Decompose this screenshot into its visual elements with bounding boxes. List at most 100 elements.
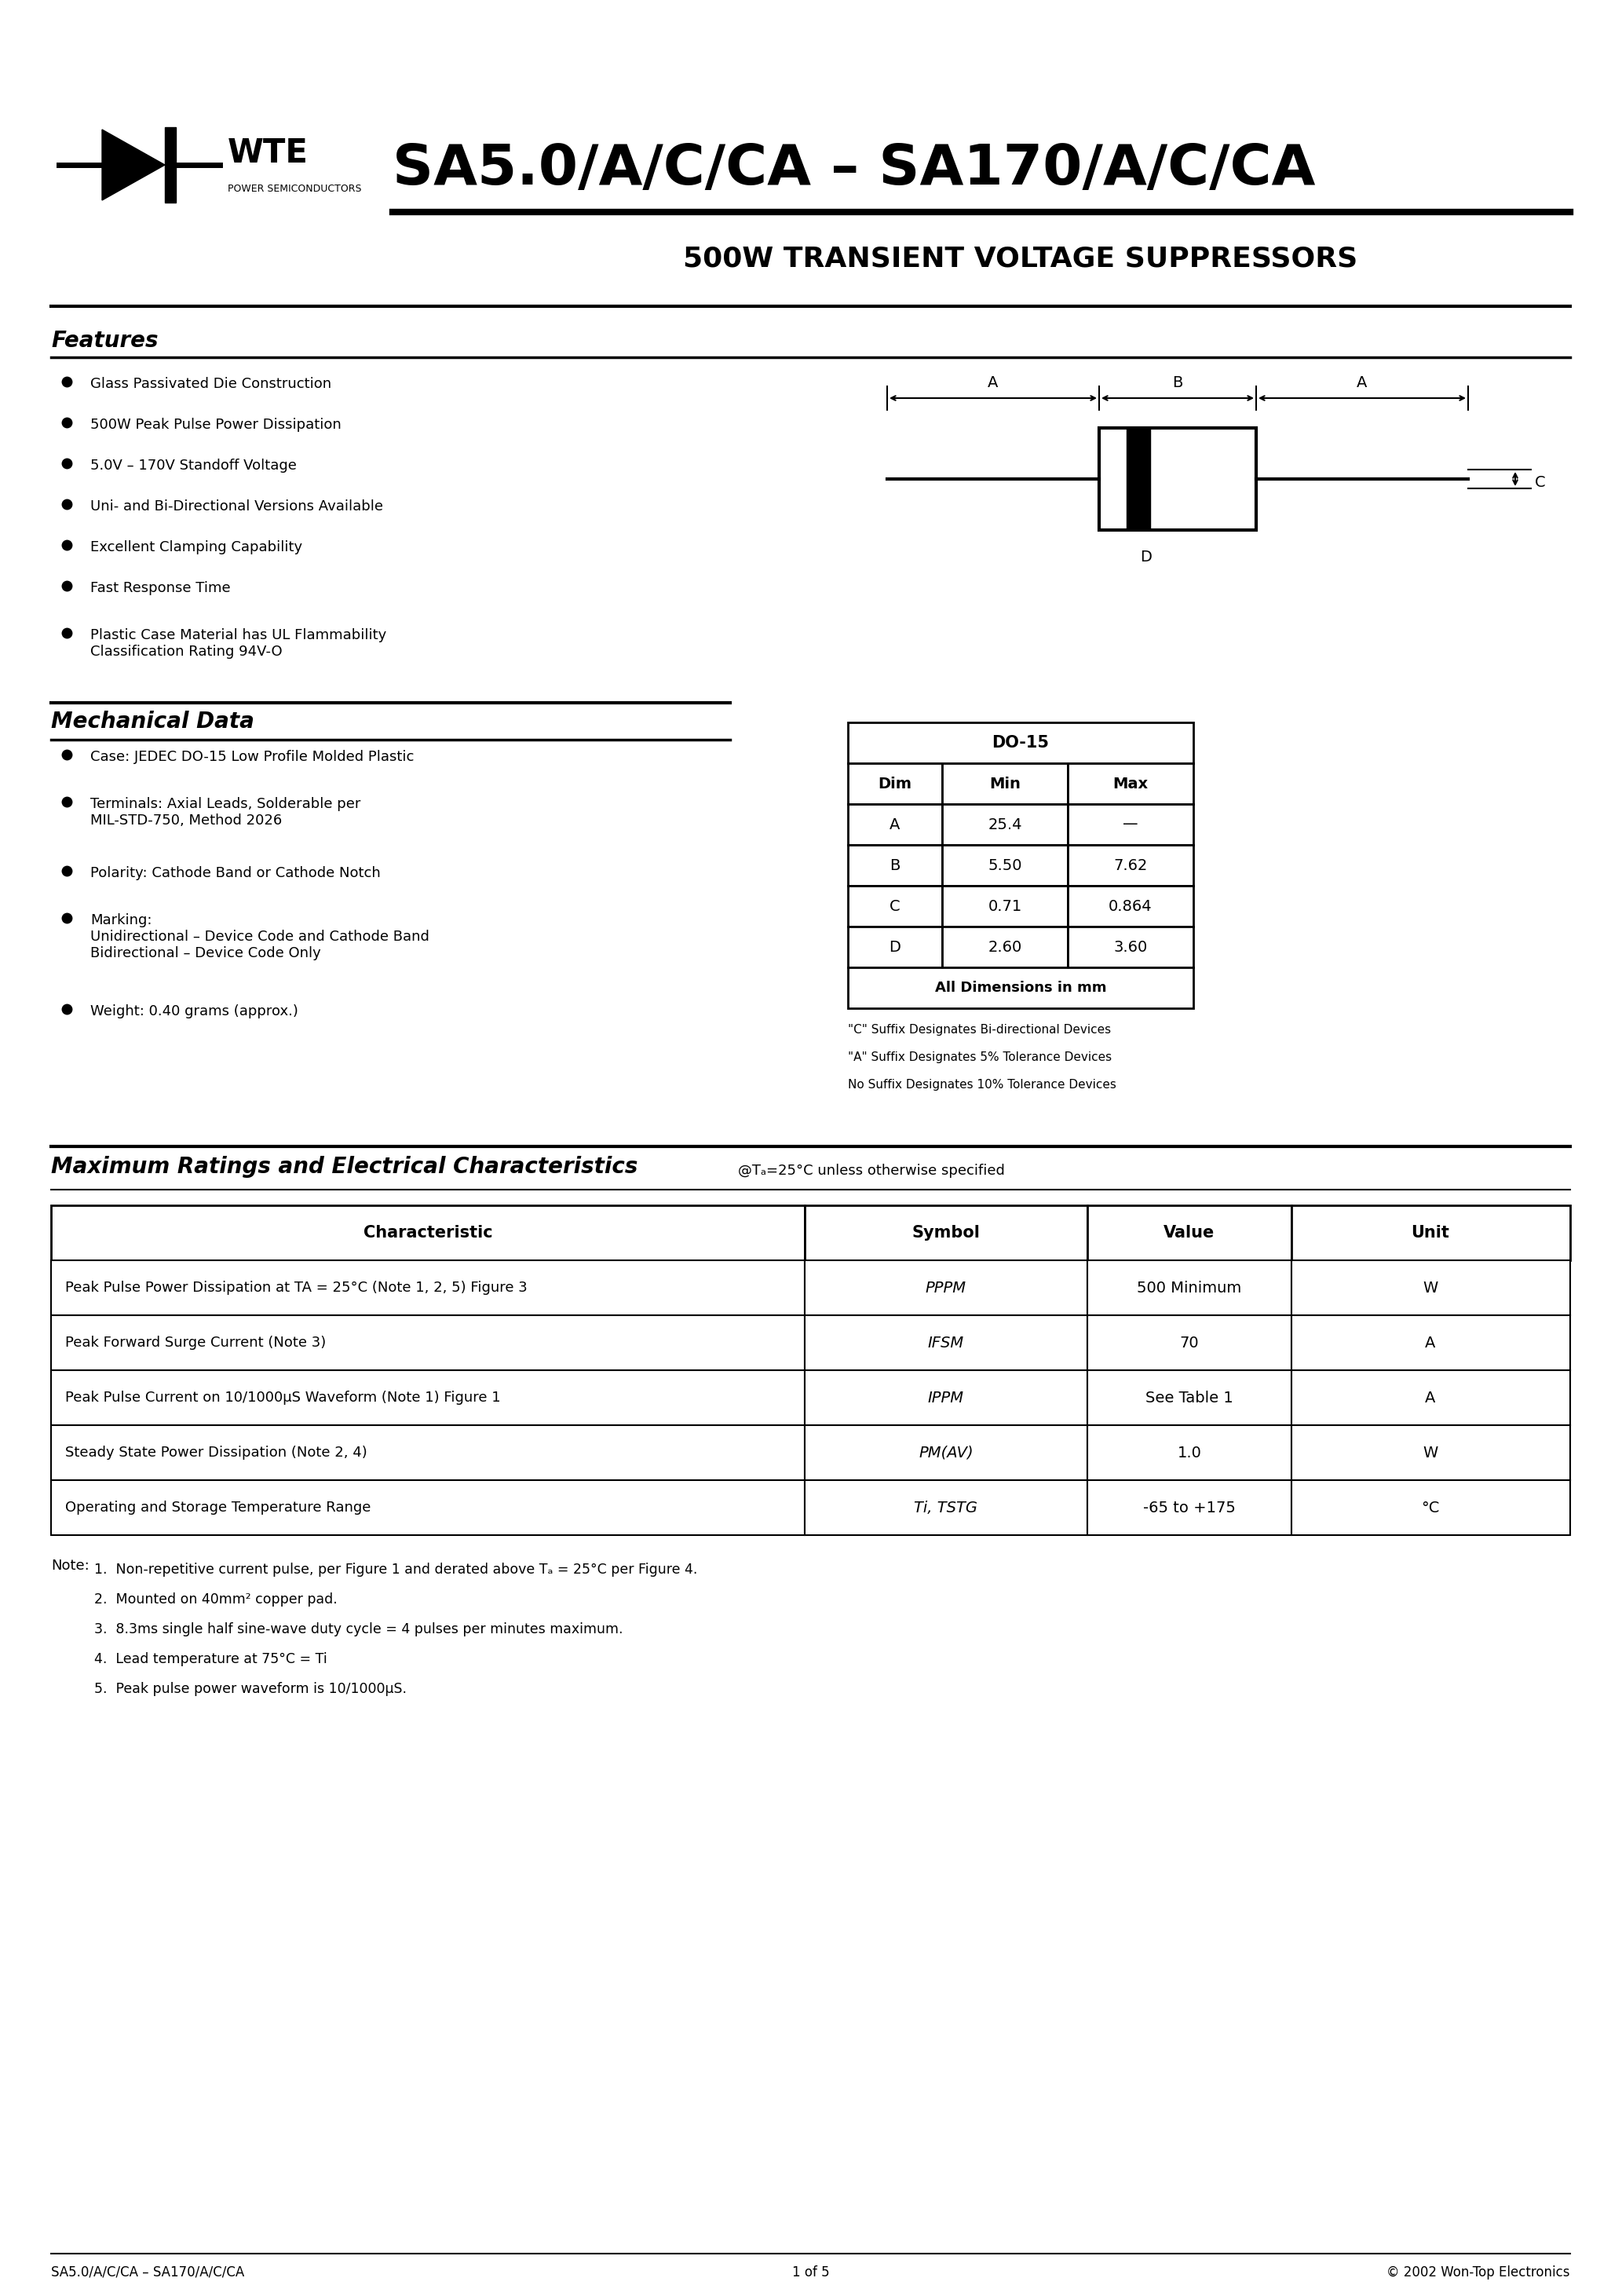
Bar <box>848 723 1194 762</box>
Text: Fast Response Time: Fast Response Time <box>91 581 230 595</box>
Text: Characteristic: Characteristic <box>363 1226 493 1240</box>
Text: 2.60: 2.60 <box>988 939 1022 955</box>
Text: Peak Pulse Power Dissipation at TA = 25°C (Note 1, 2, 5) Figure 3: Peak Pulse Power Dissipation at TA = 25°… <box>65 1281 527 1295</box>
Text: C: C <box>889 898 900 914</box>
Text: Case: JEDEC DO-15 Low Profile Molded Plastic: Case: JEDEC DO-15 Low Profile Molded Pla… <box>91 751 414 765</box>
Text: 500W Peak Pulse Power Dissipation: 500W Peak Pulse Power Dissipation <box>91 418 341 432</box>
Text: 5.50: 5.50 <box>988 859 1022 872</box>
Text: Excellent Clamping Capability: Excellent Clamping Capability <box>91 540 302 553</box>
Text: Uni- and Bi-Directional Versions Available: Uni- and Bi-Directional Versions Availab… <box>91 501 383 514</box>
Bar <box>1291 1481 1570 1536</box>
Text: © 2002 Won-Top Electronics: © 2002 Won-Top Electronics <box>1387 2266 1570 2280</box>
Text: -65 to +175: -65 to +175 <box>1144 1499 1236 1515</box>
Text: Peak Forward Surge Current (Note 3): Peak Forward Surge Current (Note 3) <box>65 1336 326 1350</box>
Bar <box>1067 886 1194 928</box>
Bar <box>1067 762 1194 804</box>
Text: DO-15: DO-15 <box>993 735 1049 751</box>
Bar <box>1067 845 1194 886</box>
Text: A: A <box>988 374 999 390</box>
Text: 7.62: 7.62 <box>1114 859 1147 872</box>
Bar <box>1291 1371 1570 1426</box>
Text: 3.60: 3.60 <box>1114 939 1147 955</box>
Bar <box>1067 804 1194 845</box>
Text: A: A <box>1426 1391 1435 1405</box>
Text: 500 Minimum: 500 Minimum <box>1137 1281 1242 1295</box>
Text: Polarity: Cathode Band or Cathode Notch: Polarity: Cathode Band or Cathode Notch <box>91 866 381 879</box>
Bar <box>805 1261 1087 1316</box>
Text: Maximum Ratings and Electrical Characteristics: Maximum Ratings and Electrical Character… <box>50 1155 637 1178</box>
Text: Mechanical Data: Mechanical Data <box>50 712 255 732</box>
Text: "A" Suffix Designates 5% Tolerance Devices: "A" Suffix Designates 5% Tolerance Devic… <box>848 1052 1111 1063</box>
Text: C: C <box>1534 475 1546 491</box>
Bar <box>1087 1426 1291 1481</box>
Bar <box>848 928 942 967</box>
Text: Min: Min <box>989 776 1020 792</box>
Text: Symbol: Symbol <box>912 1226 980 1240</box>
Bar <box>50 1426 805 1481</box>
Bar <box>50 1205 805 1261</box>
Text: IFSM: IFSM <box>928 1336 963 1350</box>
Text: SA5.0/A/C/CA – SA170/A/C/CA: SA5.0/A/C/CA – SA170/A/C/CA <box>50 2266 245 2280</box>
Text: Steady State Power Dissipation (Note 2, 4): Steady State Power Dissipation (Note 2, … <box>65 1446 367 1460</box>
Text: Glass Passivated Die Construction: Glass Passivated Die Construction <box>91 377 331 390</box>
Text: 4.  Lead temperature at 75°C = Ti: 4. Lead temperature at 75°C = Ti <box>94 1653 328 1667</box>
Text: No Suffix Designates 10% Tolerance Devices: No Suffix Designates 10% Tolerance Devic… <box>848 1079 1116 1091</box>
Bar <box>50 1481 805 1536</box>
Bar <box>1067 928 1194 967</box>
Text: D: D <box>1140 549 1152 565</box>
Text: 500W TRANSIENT VOLTAGE SUPPRESSORS: 500W TRANSIENT VOLTAGE SUPPRESSORS <box>683 246 1358 273</box>
Text: D: D <box>889 939 900 955</box>
Text: WTE: WTE <box>227 138 308 170</box>
Bar <box>50 1261 805 1316</box>
Bar <box>805 1316 1087 1371</box>
Text: Terminals: Axial Leads, Solderable per
MIL-STD-750, Method 2026: Terminals: Axial Leads, Solderable per M… <box>91 797 360 827</box>
Text: A: A <box>1426 1336 1435 1350</box>
Bar <box>805 1371 1087 1426</box>
Text: 0.71: 0.71 <box>988 898 1022 914</box>
Bar <box>848 845 942 886</box>
Text: PPPM: PPPM <box>926 1281 967 1295</box>
Text: Features: Features <box>50 331 159 351</box>
Text: POWER SEMICONDUCTORS: POWER SEMICONDUCTORS <box>227 184 362 193</box>
Text: A: A <box>1358 374 1367 390</box>
Text: Note:: Note: <box>50 1559 89 1573</box>
Bar <box>848 762 942 804</box>
Text: 1.0: 1.0 <box>1178 1444 1202 1460</box>
Bar <box>942 804 1067 845</box>
Text: A: A <box>890 817 900 831</box>
Bar <box>1087 1371 1291 1426</box>
Bar <box>50 1316 805 1371</box>
Text: Plastic Case Material has UL Flammability
Classification Rating 94V-O: Plastic Case Material has UL Flammabilit… <box>91 629 386 659</box>
Text: 70: 70 <box>1179 1336 1199 1350</box>
Text: All Dimensions in mm: All Dimensions in mm <box>934 980 1106 994</box>
Text: B: B <box>890 859 900 872</box>
Polygon shape <box>102 129 165 200</box>
Bar <box>848 967 1194 1008</box>
Bar <box>942 845 1067 886</box>
Text: Dim: Dim <box>878 776 912 792</box>
Text: "C" Suffix Designates Bi-directional Devices: "C" Suffix Designates Bi-directional Dev… <box>848 1024 1111 1035</box>
Text: IPPM: IPPM <box>928 1391 963 1405</box>
Text: Max: Max <box>1113 776 1148 792</box>
Bar <box>942 762 1067 804</box>
Text: Operating and Storage Temperature Range: Operating and Storage Temperature Range <box>65 1502 371 1515</box>
Text: PM(AV): PM(AV) <box>918 1444 973 1460</box>
Text: Unit: Unit <box>1411 1226 1450 1240</box>
Bar <box>805 1205 1087 1261</box>
Text: 1 of 5: 1 of 5 <box>792 2266 830 2280</box>
Text: 25.4: 25.4 <box>988 817 1022 831</box>
Text: W: W <box>1422 1281 1439 1295</box>
Text: Peak Pulse Current on 10/1000μS Waveform (Note 1) Figure 1: Peak Pulse Current on 10/1000μS Waveform… <box>65 1391 501 1405</box>
Text: 3.  8.3ms single half sine-wave duty cycle = 4 pulses per minutes maximum.: 3. 8.3ms single half sine-wave duty cycl… <box>94 1623 623 1637</box>
Bar <box>942 928 1067 967</box>
Text: See Table 1: See Table 1 <box>1145 1391 1233 1405</box>
Text: 5.  Peak pulse power waveform is 10/1000μS.: 5. Peak pulse power waveform is 10/1000μ… <box>94 1683 407 1697</box>
Bar <box>848 804 942 845</box>
Text: °C: °C <box>1421 1499 1440 1515</box>
Text: 0.864: 0.864 <box>1109 898 1152 914</box>
Bar <box>805 1481 1087 1536</box>
Bar <box>1291 1205 1570 1261</box>
Bar <box>1127 427 1150 530</box>
Bar <box>1087 1481 1291 1536</box>
Bar <box>1087 1316 1291 1371</box>
